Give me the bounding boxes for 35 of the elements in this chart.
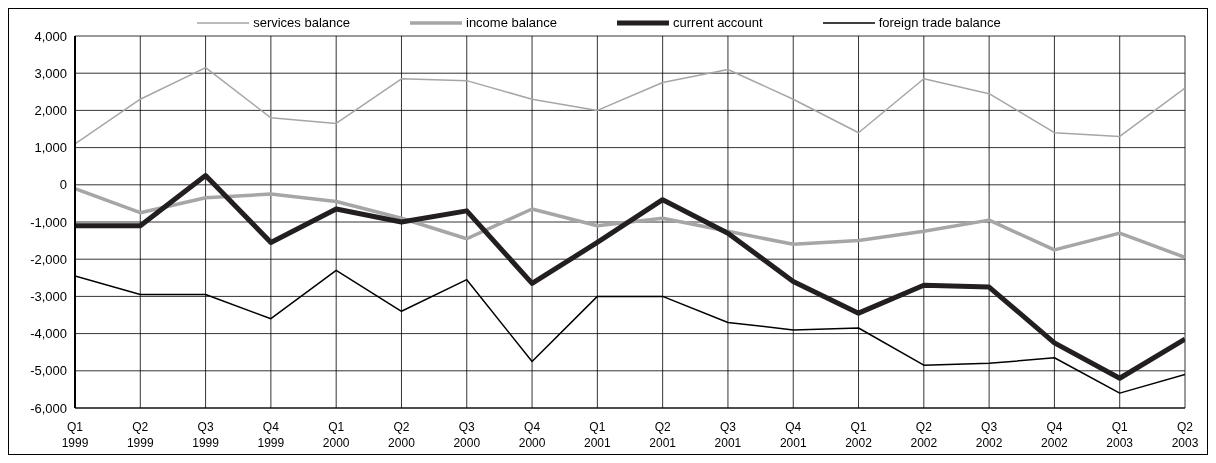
legend-label: current account — [672, 15, 763, 30]
legend-label: foreign trade balance — [877, 15, 1001, 30]
y-tick-label: 3,000 — [34, 65, 67, 81]
x-tick-label: Q1 2001 — [584, 420, 612, 450]
x-tick-label: Q1 2000 — [322, 420, 350, 450]
x-tick-label: Q1 1999 — [61, 420, 89, 450]
y-tick-label: 4,000 — [34, 28, 67, 44]
x-tick-label: Q3 2002 — [975, 420, 1003, 450]
y-tick-label: 1,000 — [34, 140, 67, 156]
line-series — [75, 186, 1185, 260]
y-tick-label: 0 — [59, 177, 67, 193]
legend-label: services balance — [252, 15, 350, 30]
x-tick-label: Q1 2002 — [845, 420, 873, 450]
x-tick-label: Q1 2003 — [1106, 420, 1134, 450]
legend-label: income balance — [465, 15, 558, 30]
y-tick-label: -4,000 — [30, 326, 67, 342]
x-tick-label: Q2 2000 — [388, 420, 416, 450]
x-tick-label: Q4 2002 — [1041, 420, 1069, 450]
x-tick-label: Q4 1999 — [257, 420, 285, 450]
y-tick-label: -6,000 — [30, 400, 67, 416]
y-tick-label: -3,000 — [30, 289, 67, 305]
x-tick-label: Q2 2003 — [1171, 420, 1199, 450]
x-tick-label: Q2 1999 — [126, 420, 154, 450]
y-tick-label: -2,000 — [30, 251, 67, 267]
x-tick-label: Q4 2001 — [779, 420, 807, 450]
x-tick-label: Q3 2001 — [714, 420, 742, 450]
x-tick-label: Q2 2001 — [649, 420, 677, 450]
y-tick-label: -1,000 — [30, 214, 67, 230]
x-tick-label: Q2 2002 — [910, 420, 938, 450]
x-tick-label: Q3 1999 — [192, 420, 220, 450]
x-tick-label: Q4 2000 — [518, 420, 546, 450]
line-series — [75, 66, 1185, 145]
x-tick-label: Q3 2000 — [453, 420, 481, 450]
y-tick-label: -5,000 — [30, 363, 67, 379]
y-tick-label: 2,000 — [34, 103, 67, 119]
